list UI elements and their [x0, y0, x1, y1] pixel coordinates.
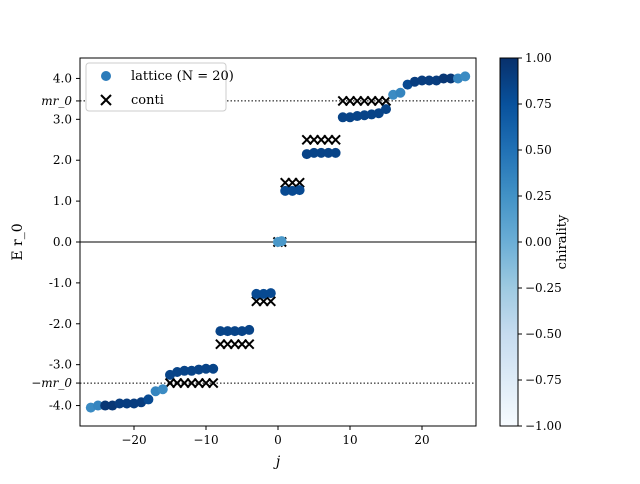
lattice-point-17 [208, 363, 219, 374]
y-axis-label: E r_0 [10, 223, 26, 260]
colorbar-label: chirality [555, 214, 570, 269]
lattice-point-32 [309, 147, 319, 158]
lattice-point-20 [229, 326, 240, 337]
legend-label-lattice: lattice (N = 20) [131, 69, 234, 84]
x-tick-label-1: −10 [193, 433, 218, 447]
y-tick-label-1: 3.0 [53, 112, 72, 126]
y-axis: 4.0 3.0 2.0 1.0 0.0 -1.0 -2.0 -3.0 -4.0 mr_0 −mr_0 [31, 71, 80, 413]
lattice-point-47 [417, 75, 427, 86]
lattice-point-4 [114, 398, 125, 409]
y-tick-label-2: 2.0 [53, 153, 72, 167]
lattice-point-1 [93, 400, 103, 411]
colorbar-tick-label-0: 1.00 [525, 51, 552, 65]
lattice-point-42 [381, 104, 391, 115]
y-tick-label-3: 1.0 [53, 194, 72, 208]
x-axis: −20 −10 0 10 20 [121, 426, 430, 447]
lattice-point-35 [330, 147, 341, 158]
lattice-point-33 [316, 147, 327, 158]
conti-point-24 [330, 134, 341, 145]
lattice-point-19 [222, 326, 233, 337]
conti-point-31 [380, 95, 392, 107]
y-tick-label-8: -4.0 [49, 399, 72, 413]
x-tick-label-3: 10 [342, 433, 357, 447]
colorbar-gradient [499, 57, 519, 427]
y-tick-label-0: 4.0 [53, 71, 72, 85]
lattice-point-53 [460, 71, 471, 82]
legend-marker-circle [101, 71, 111, 81]
lattice-point-30 [294, 185, 305, 196]
lattice-point-34 [323, 147, 334, 158]
colorbar: 1.00 0.75 0.50 0.25 0.00 −0.25 −0.50 −0.75 −1.00… [499, 51, 570, 433]
lattice-point-50 [438, 73, 449, 84]
lattice-point-48 [424, 75, 435, 86]
colorbar-tick-label-4: 0.00 [525, 235, 552, 249]
lattice-point-10 [157, 384, 168, 395]
lattice-point-2 [100, 400, 111, 411]
lattice-point-25 [265, 288, 276, 299]
legend-label-conti: conti [131, 93, 164, 108]
lattice-point-51 [445, 73, 456, 84]
y-tick-label-4: 0.0 [53, 235, 72, 249]
lattice-point-23 [251, 288, 262, 299]
y-tick-label-7: -3.0 [49, 358, 72, 372]
lattice-point-28 [280, 185, 291, 196]
lattice-point-27 [276, 236, 287, 247]
x-axis-label: j [273, 454, 281, 470]
x-tick-label-2: 0 [274, 433, 282, 447]
colorbar-tick-label-8: −1.00 [525, 419, 562, 433]
conti-point-11 [243, 339, 255, 350]
lattice-point-13 [179, 365, 190, 376]
conti-point-19 [294, 177, 305, 188]
colorbar-tick-label-2: 0.50 [525, 143, 552, 157]
colorbar-tick-label-5: −0.25 [525, 281, 562, 295]
lattice-point-16 [201, 363, 211, 374]
colorbar-tick-label-7: −0.75 [525, 373, 562, 387]
lattice-point-22 [244, 324, 255, 335]
lattice-point-5 [121, 398, 132, 409]
conti-point-14 [265, 296, 277, 307]
y-tick-label-5: -1.0 [49, 276, 72, 290]
lattice-point-18 [215, 326, 226, 337]
y-tick-label-6: -2.0 [49, 317, 72, 331]
x-tick-label-4: 20 [414, 433, 429, 447]
conti-point-6 [207, 377, 219, 389]
mass-tick-label-1: −mr_0 [31, 376, 72, 390]
colorbar-tick-label-1: 0.75 [525, 97, 552, 111]
x-tick-label-0: −20 [121, 433, 146, 447]
mass-tick-label-0: mr_0 [41, 94, 72, 108]
lattice-point-36 [337, 112, 348, 123]
legend-box [85, 62, 227, 112]
colorbar-ticks: 1.00 0.75 0.50 0.25 0.00 −0.25 −0.50 −0.75 −1.00 [518, 51, 562, 433]
legend-marker-x [100, 94, 112, 106]
lattice-series [85, 71, 471, 413]
colorbar-tick-label-6: −0.50 [525, 327, 562, 341]
lattice-point-44 [395, 87, 406, 98]
legend: lattice (N = 20) conti [85, 62, 234, 112]
colorbar-tick-label-3: 0.25 [525, 189, 552, 203]
lattice-point-8 [143, 394, 154, 405]
